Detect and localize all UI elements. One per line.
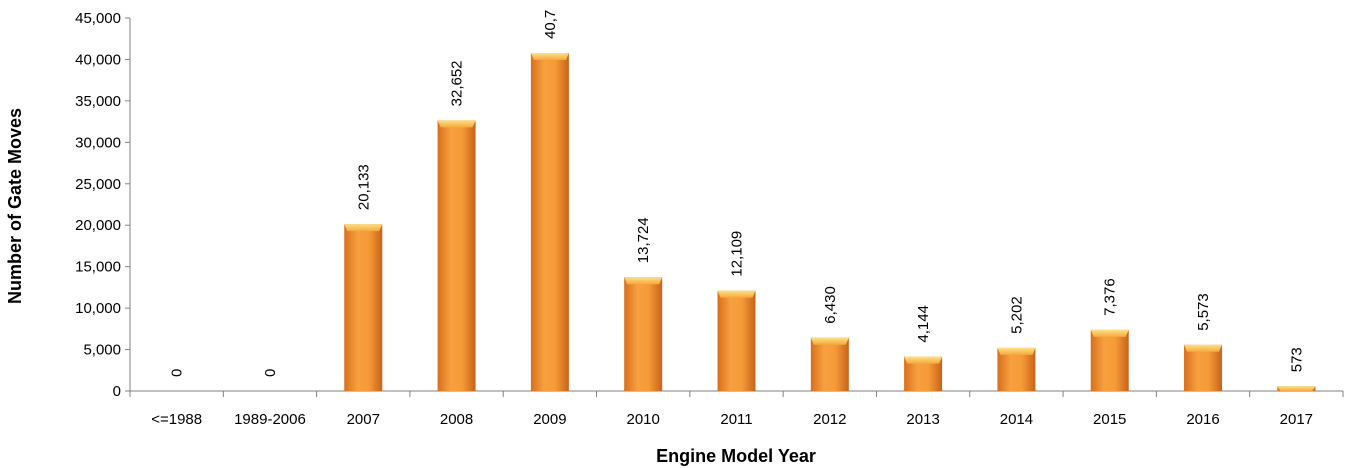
- data-label: 0: [262, 369, 279, 377]
- bar: [1184, 344, 1223, 391]
- bar: [530, 52, 569, 391]
- x-tick-label: 2016: [1186, 411, 1219, 428]
- y-tick-group: 0 5,000 10,000 15,000 20,000 25,000 30,000 35,0…: [75, 10, 130, 400]
- x-tick-label: 1989-2006: [234, 411, 306, 428]
- bar-cap: [344, 224, 383, 232]
- x-axis-title: Engine Model Year: [656, 446, 816, 466]
- bar-cap: [1184, 344, 1223, 352]
- data-label: 4,144: [915, 305, 932, 343]
- data-label: 40,7: [542, 10, 559, 39]
- data-label: 7,376: [1102, 278, 1119, 316]
- y-tick-label: 20,000: [75, 217, 121, 234]
- x-tick-label: 2012: [813, 411, 846, 428]
- bar-cap: [1090, 329, 1129, 337]
- bar-body: [530, 52, 569, 391]
- data-label: 0: [169, 369, 186, 377]
- x-tick-label: <=1988: [151, 411, 202, 428]
- bar-body: [1184, 344, 1223, 391]
- bar-cap: [530, 52, 569, 60]
- bar-cap: [1277, 386, 1316, 391]
- bar-body: [810, 337, 849, 391]
- y-tick-label: 10,000: [75, 300, 121, 317]
- bar-cap: [997, 347, 1036, 355]
- bar-cap: [717, 290, 756, 298]
- bar: [1277, 386, 1316, 391]
- x-tick-label: 2015: [1093, 411, 1126, 428]
- bar-cap: [437, 120, 476, 128]
- data-label: 20,133: [355, 164, 372, 210]
- data-label: 573: [1288, 347, 1305, 372]
- bar: [344, 224, 383, 391]
- bar-body: [437, 120, 476, 391]
- x-tick-label: 2007: [347, 411, 380, 428]
- y-tick-label: 45,000: [75, 10, 121, 27]
- bar-cap: [624, 277, 663, 285]
- x-tick-label: 2010: [627, 411, 660, 428]
- bar: [624, 277, 663, 391]
- bar-body: [997, 347, 1036, 391]
- x-tick-label: 2008: [440, 411, 473, 428]
- bar: [1090, 329, 1129, 391]
- bar: [437, 120, 476, 391]
- x-tick-label: 2014: [1000, 411, 1033, 428]
- data-label: 5,202: [1008, 296, 1025, 334]
- data-label: 6,430: [822, 286, 839, 324]
- data-label: 5,573: [1195, 293, 1212, 331]
- bar: [997, 347, 1036, 391]
- data-label: 12,109: [729, 231, 746, 277]
- bar-body: [624, 277, 663, 391]
- y-axis: 0 5,000 10,000 15,000 20,000 25,000 30,000 35,0…: [75, 10, 131, 400]
- bar-cap: [810, 337, 849, 345]
- bar-body: [344, 224, 383, 391]
- y-tick-label: 5,000: [83, 342, 121, 359]
- y-tick-label: 25,000: [75, 176, 121, 193]
- bar-series: [344, 52, 1316, 391]
- y-tick-label: 0: [113, 383, 121, 400]
- y-axis-title: Number of Gate Moves: [5, 108, 25, 304]
- data-label: 32,652: [449, 60, 466, 106]
- x-tick-label: 2013: [906, 411, 939, 428]
- y-tick-label: 40,000: [75, 51, 121, 68]
- bar-cap: [904, 356, 943, 364]
- bar-body: [717, 290, 756, 391]
- y-tick-label: 30,000: [75, 134, 121, 151]
- x-tick-label: 2009: [533, 411, 566, 428]
- x-tick-label: 2017: [1280, 411, 1313, 428]
- x-tick-group: <=1988 1989-2006 2007 2008 2009 2010 2011 2012 2…: [129, 391, 1344, 428]
- y-tick-label: 15,000: [75, 259, 121, 276]
- bar: [717, 290, 756, 391]
- x-tick-label: 2011: [720, 411, 752, 428]
- bar: [810, 337, 849, 391]
- bar-body: [1090, 329, 1129, 391]
- data-label-group: 0 0 20,133 32,652 40,7 13,724 12,109 6,430 4,144…: [169, 10, 1306, 377]
- y-tick-label: 35,000: [75, 93, 121, 110]
- data-label: 13,724: [635, 217, 652, 263]
- bar: [904, 356, 943, 391]
- x-axis: <=1988 1989-2006 2007 2008 2009 2010 2011 2012 2…: [129, 390, 1344, 428]
